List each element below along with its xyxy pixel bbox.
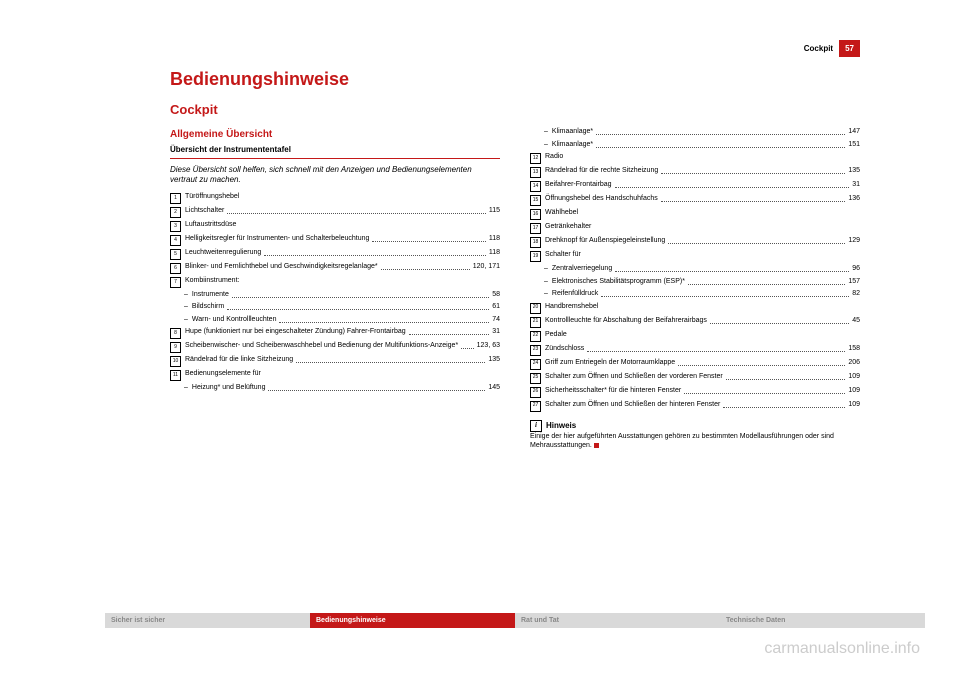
list-item: 25Schalter zum Öffnen und Schließen der … xyxy=(530,372,860,384)
left-list: 1Türöffnungshebel 2Lichtschalter115 3Lufta… xyxy=(170,192,500,394)
inst-title: Übersicht der Instrumententafel xyxy=(170,145,291,154)
right-list: –Klimaanlage*147 –Klimaanlage*15112Radio 1… xyxy=(530,127,860,412)
hinweis-label: Hinweis xyxy=(546,420,576,432)
page-number: 57 xyxy=(839,40,860,57)
sub-item: –Klimaanlage*147 xyxy=(544,127,860,138)
sub-item: –Elektronisches Stabilitätsprogramm (ESP… xyxy=(544,277,860,288)
list-item: 27Schalter zum Öffnen und Schließen der … xyxy=(530,400,860,412)
list-item: 20Handbremshebel xyxy=(530,302,860,314)
title-underline: Übersicht der Instrumententafel xyxy=(170,144,500,159)
left-column: Allgemeine Übersicht Übersicht der Instr… xyxy=(170,127,500,451)
tab-sicher[interactable]: Sicher ist sicher xyxy=(105,613,310,628)
list-item: 3Luftaustrittsdüse xyxy=(170,220,500,232)
page-header: Cockpit 57 xyxy=(170,40,860,57)
end-marker xyxy=(594,443,599,448)
list-item: 9Scheibenwischer- und Scheibenwaschhebel… xyxy=(170,341,500,353)
sub-item: –Zentralverriegelung96 xyxy=(544,264,860,275)
content-columns: Allgemeine Übersicht Übersicht der Instr… xyxy=(170,127,860,451)
tab-bedienung[interactable]: Bedienungshinweise xyxy=(310,613,515,628)
list-item: 26Sicherheitsschalter* für die hinteren … xyxy=(530,386,860,398)
list-item: 24Griff zum Entriegeln der Motorraumklap… xyxy=(530,358,860,370)
hinweis-header: i Hinweis xyxy=(530,420,860,432)
hinweis-text: Einige der hier aufgeführten Ausstattung… xyxy=(530,432,860,452)
list-item: 6Blinker- und Fernlichthebel und Geschwi… xyxy=(170,262,500,274)
list-item: 22Pedale xyxy=(530,330,860,342)
list-item: 15Öffnungshebel des Handschuhfachs136 xyxy=(530,194,860,206)
list-item: 10Rändelrad für die linke Sitzheizung135 xyxy=(170,355,500,367)
list-item: 5Leuchtweitenregulierung118 xyxy=(170,248,500,260)
main-title: Bedienungshinweise xyxy=(170,69,860,90)
sub-item: –Klimaanlage*151 xyxy=(544,140,860,151)
list-item: 19Schalter für xyxy=(530,250,860,262)
section-title: Cockpit xyxy=(170,102,860,117)
tab-rat[interactable]: Rat und Tat xyxy=(515,613,720,628)
tab-technische[interactable]: Technische Daten xyxy=(720,613,925,628)
watermark: carmanualsonline.info xyxy=(764,640,920,658)
list-item: 8Hupe (funktioniert nur bei eingeschalte… xyxy=(170,327,500,339)
list-item: 21Kontrollleuchte für Abschaltung der Be… xyxy=(530,316,860,328)
intro-text: Diese Übersicht soll helfen, sich schnel… xyxy=(170,165,500,186)
hinweis-body: Einige der hier aufgeführten Ausstattung… xyxy=(530,433,834,450)
list-item: 16Wählhebel xyxy=(530,208,860,220)
list-item: 14Beifahrer-Frontairbag31 xyxy=(530,180,860,192)
list-item: 18Drehknopf für Außenspiegeleinstellung1… xyxy=(530,236,860,248)
sub-item: –Bildschirm61 xyxy=(184,302,500,313)
sub-item: –Instrumente58 xyxy=(184,290,500,301)
list-item: 12Radio xyxy=(530,152,860,164)
list-item: 2Lichtschalter115 xyxy=(170,206,500,218)
header-section: Cockpit xyxy=(804,44,833,53)
list-item: 17Getränkehalter xyxy=(530,222,860,234)
list-item: 7Kombiinstrument: xyxy=(170,276,500,288)
subsection-title: Allgemeine Übersicht xyxy=(170,127,500,142)
page-container: Cockpit 57 Bedienungshinweise Cockpit Al… xyxy=(0,0,960,678)
list-item: 23Zündschloss158 xyxy=(530,344,860,356)
list-item: 11Bedienungselemente für xyxy=(170,369,500,381)
bottom-tabs: Sicher ist sicher Bedienungshinweise Rat… xyxy=(105,613,925,628)
list-item: 4Helligkeitsregler für Instrumenten- und… xyxy=(170,234,500,246)
sub-item: –Warn- und Kontrollleuchten74 xyxy=(184,315,500,326)
info-icon: i xyxy=(530,420,542,432)
sub-item: –Reifenfülldruck82 xyxy=(544,289,860,300)
list-item: 1Türöffnungshebel xyxy=(170,192,500,204)
list-item: 13Rändelrad für die rechte Sitzheizung13… xyxy=(530,166,860,178)
right-column: –Klimaanlage*147 –Klimaanlage*15112Radio 1… xyxy=(530,127,860,451)
sub-item: –Heizung* und Belüftung145 xyxy=(184,383,500,394)
